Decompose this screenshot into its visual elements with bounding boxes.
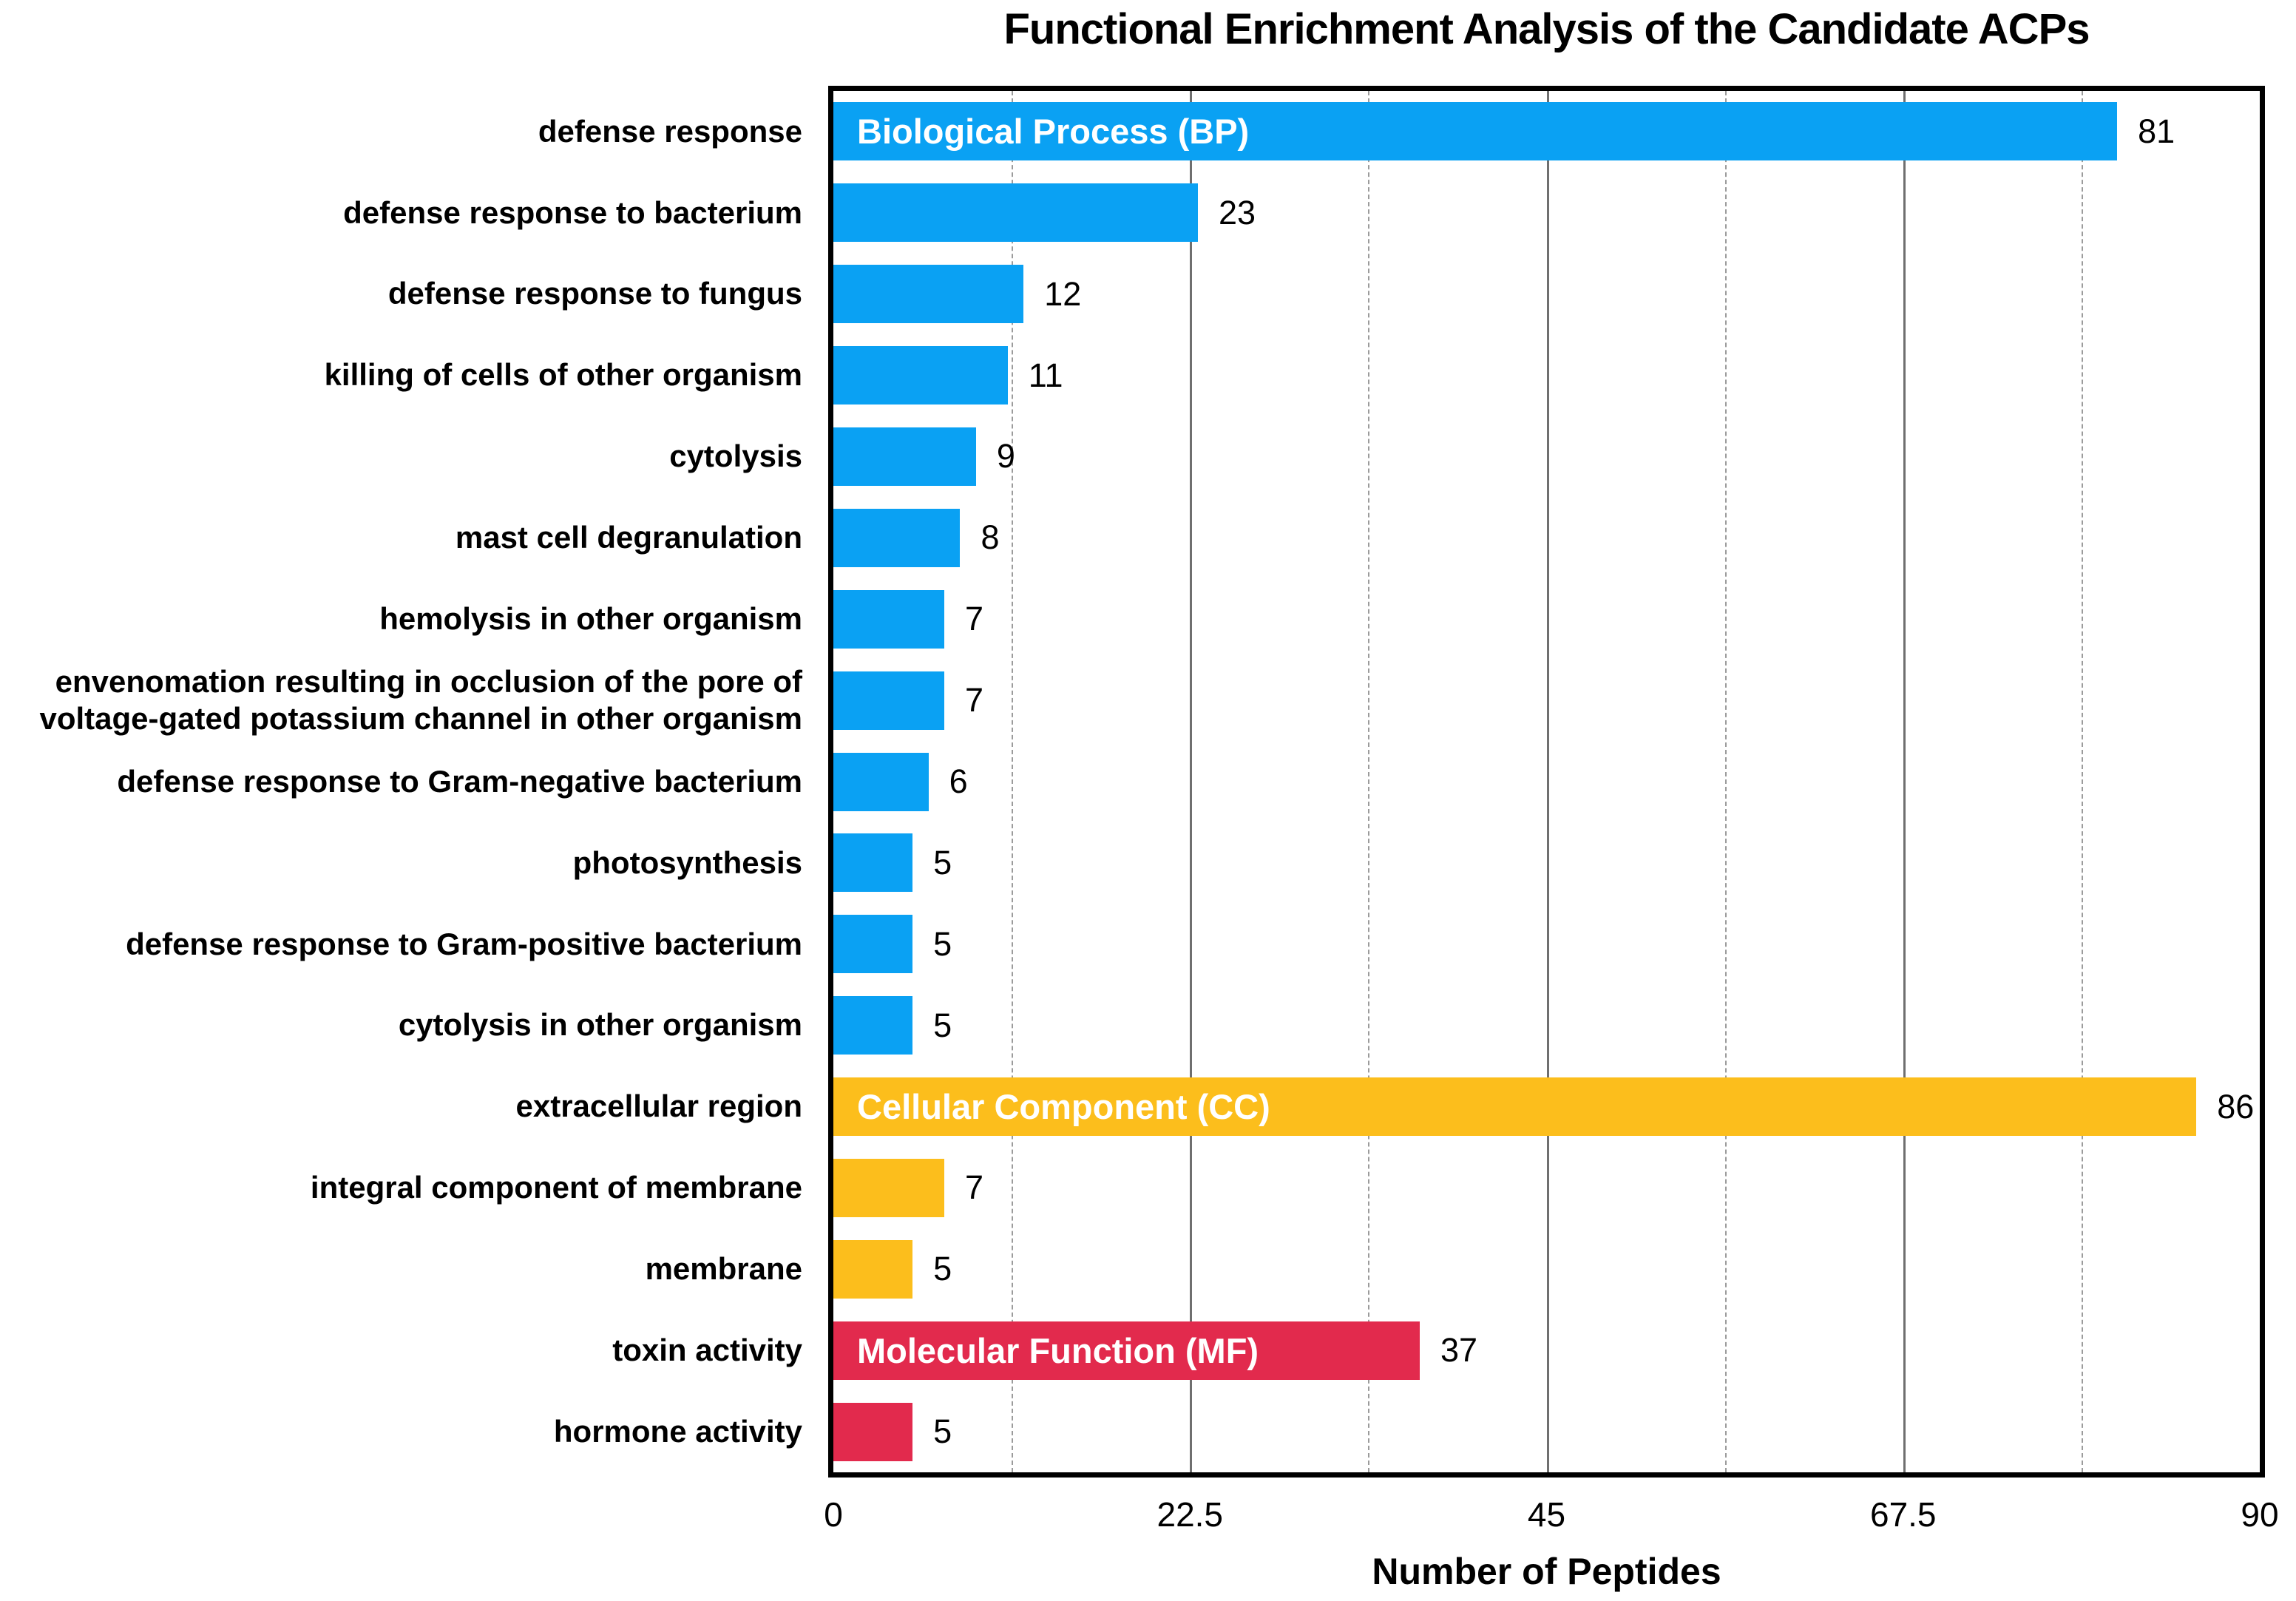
bar-value-label: 9 bbox=[996, 437, 1015, 475]
bar-value-label: 5 bbox=[933, 924, 952, 963]
bar-value-label: 5 bbox=[933, 1250, 952, 1288]
bar-group-label: Molecular Function (MF) bbox=[857, 1330, 1259, 1370]
chart-title: Functional Enrichment Analysis of the Ca… bbox=[1003, 5, 2090, 53]
x-tick-labels: 0 22.5 45 67.5 90 bbox=[824, 1495, 2278, 1539]
category-label: hormone activity bbox=[553, 1413, 802, 1449]
bar-value-label: 81 bbox=[2138, 112, 2175, 150]
bar-value-label: 6 bbox=[949, 762, 968, 800]
gridline-minor bbox=[1724, 91, 1727, 1472]
bar bbox=[833, 427, 976, 486]
category-label: defense response to bacterium bbox=[343, 194, 802, 230]
bar-group-label: Biological Process (BP) bbox=[857, 112, 1250, 152]
category-label: extracellular region bbox=[515, 1089, 803, 1124]
bar-group-label: Cellular Component (CC) bbox=[857, 1087, 1270, 1127]
bar bbox=[833, 752, 929, 811]
bar bbox=[833, 833, 913, 893]
x-axis-title: Number of Peptides bbox=[1372, 1551, 1721, 1592]
bar-value-label: 86 bbox=[2217, 1087, 2255, 1126]
gridline-minor bbox=[1012, 91, 1014, 1472]
bar-value-label: 5 bbox=[933, 843, 952, 881]
bar: Cellular Component (CC) bbox=[833, 1077, 2197, 1137]
bar-value-label: 12 bbox=[1044, 274, 1082, 313]
bar bbox=[833, 915, 913, 974]
bar-value-label: 11 bbox=[1028, 356, 1063, 394]
category-label: toxin activity bbox=[612, 1332, 802, 1367]
gridline-major bbox=[1546, 91, 1549, 1472]
gridline-major bbox=[1190, 91, 1193, 1472]
bar-value-label: 5 bbox=[933, 1006, 952, 1044]
bar bbox=[833, 589, 945, 649]
bar bbox=[833, 671, 945, 730]
category-label: defense response to fungus bbox=[387, 276, 802, 311]
category-label: defense response to Gram-negative bacter… bbox=[117, 763, 802, 799]
bar bbox=[833, 183, 1198, 243]
bar bbox=[833, 996, 913, 1055]
bar-value-label: 8 bbox=[981, 518, 1000, 557]
bar bbox=[833, 1402, 913, 1461]
bar-value-label: 7 bbox=[965, 1168, 984, 1207]
category-label: integral component of membrane bbox=[310, 1170, 802, 1205]
category-label: mast cell degranulation bbox=[455, 520, 802, 555]
x-tick-label: 22.5 bbox=[1157, 1495, 1224, 1534]
bar: Molecular Function (MF) bbox=[833, 1321, 1420, 1380]
bar bbox=[833, 346, 1008, 405]
category-label: membrane bbox=[645, 1251, 802, 1287]
gridline-major bbox=[1903, 91, 1906, 1472]
x-tick-label: 90 bbox=[2241, 1495, 2279, 1534]
category-label: killing of cells of other organism bbox=[324, 357, 802, 393]
bar bbox=[833, 508, 961, 567]
x-tick-label: 0 bbox=[824, 1495, 843, 1534]
bar-value-label: 23 bbox=[1218, 193, 1256, 231]
category-label: defense response to Gram-positive bacter… bbox=[126, 926, 802, 961]
bar bbox=[833, 265, 1024, 324]
category-label: envenomation resulting in occlusion of t… bbox=[39, 663, 802, 737]
category-label: hemolysis in other organism bbox=[379, 601, 802, 637]
bar-value-label: 37 bbox=[1440, 1331, 1478, 1370]
x-tick-label: 67.5 bbox=[1869, 1495, 1937, 1534]
bar bbox=[833, 1158, 945, 1217]
bar-value-label: 5 bbox=[933, 1412, 952, 1451]
bar: Biological Process (BP) bbox=[833, 102, 2118, 161]
bar-value-label: 7 bbox=[965, 600, 984, 638]
category-label: cytolysis bbox=[669, 439, 802, 474]
category-label: defense response bbox=[538, 113, 802, 149]
category-label: photosynthesis bbox=[572, 844, 802, 880]
gridline-minor bbox=[1368, 91, 1370, 1472]
bar bbox=[833, 1239, 913, 1299]
gridline-minor bbox=[2081, 91, 2083, 1472]
plot-area: Biological Process (BP) 81 23 12 11 9 8 7 7 6 5 5 5 C… bbox=[828, 86, 2265, 1478]
category-label: cytolysis in other organism bbox=[398, 1007, 802, 1043]
bar-value-label: 7 bbox=[965, 681, 984, 720]
category-axis: defense response defense response to bact… bbox=[0, 91, 802, 1472]
x-tick-label: 45 bbox=[1527, 1495, 1566, 1534]
